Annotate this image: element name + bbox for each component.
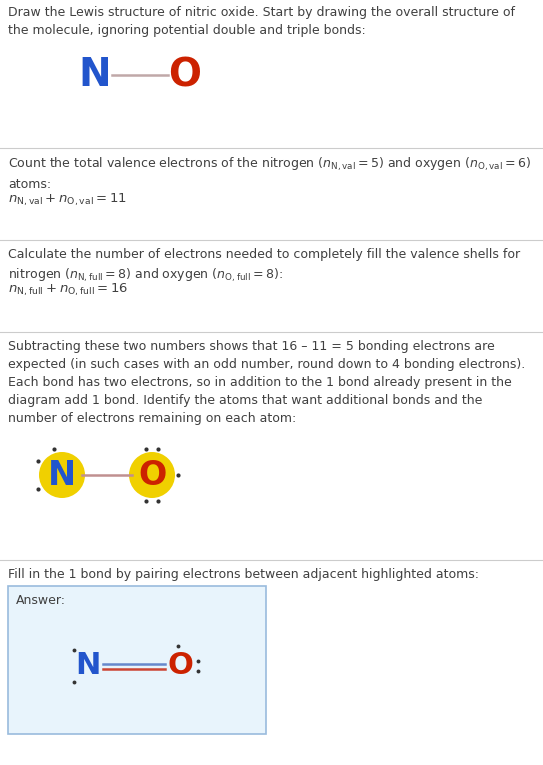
Text: Draw the Lewis structure of nitric oxide. Start by drawing the overall structure: Draw the Lewis structure of nitric oxide… bbox=[8, 6, 515, 37]
Text: N: N bbox=[48, 458, 76, 491]
Text: O: O bbox=[168, 56, 201, 94]
Ellipse shape bbox=[129, 452, 175, 498]
FancyBboxPatch shape bbox=[8, 586, 266, 734]
Text: N: N bbox=[79, 56, 111, 94]
Text: $n_{\mathrm{N,val}} + n_{\mathrm{O,val}} = 11$: $n_{\mathrm{N,val}} + n_{\mathrm{O,val}}… bbox=[8, 192, 127, 208]
Text: Answer:: Answer: bbox=[16, 594, 66, 607]
Text: Fill in the 1 bond by pairing electrons between adjacent highlighted atoms:: Fill in the 1 bond by pairing electrons … bbox=[8, 568, 479, 581]
Text: O: O bbox=[138, 458, 166, 491]
Text: O: O bbox=[167, 652, 193, 681]
Ellipse shape bbox=[39, 452, 85, 498]
Text: $n_{\mathrm{N,full}} + n_{\mathrm{O,full}} = 16$: $n_{\mathrm{N,full}} + n_{\mathrm{O,full… bbox=[8, 282, 128, 298]
Text: Calculate the number of electrons needed to completely fill the valence shells f: Calculate the number of electrons needed… bbox=[8, 248, 520, 285]
Text: N: N bbox=[75, 652, 100, 681]
Text: Count the total valence electrons of the nitrogen ($n_{\mathrm{N,val}} = 5$) and: Count the total valence electrons of the… bbox=[8, 156, 531, 191]
Text: Subtracting these two numbers shows that 16 – 11 = 5 bonding electrons are
expec: Subtracting these two numbers shows that… bbox=[8, 340, 525, 425]
